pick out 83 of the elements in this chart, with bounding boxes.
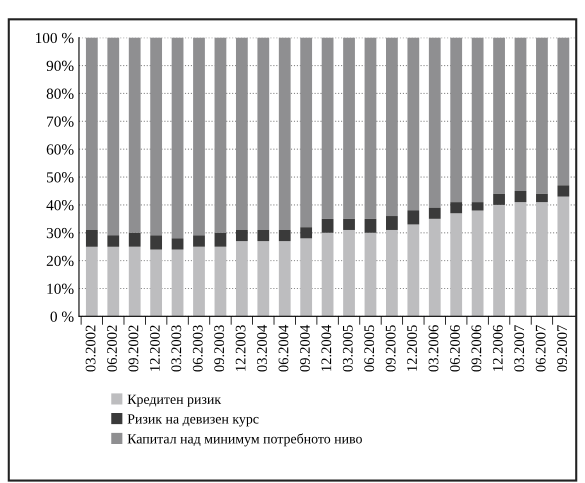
legend-label: Кредитен ризик: [128, 394, 222, 407]
bar: [214, 232, 226, 247]
bar: [472, 202, 484, 210]
y-tick-label: 50%: [47, 172, 74, 183]
x-tick-label: 06.2002: [107, 326, 117, 372]
x-tick-label: 09.2007: [557, 325, 568, 372]
bar: [407, 224, 420, 316]
bar: [428, 208, 441, 219]
bar: [86, 230, 98, 247]
x-tick-label: 09.2005: [386, 325, 396, 372]
bar: [536, 202, 548, 316]
bar: [214, 246, 226, 316]
x-tick-label: 06.2003: [192, 325, 203, 372]
bar: [514, 202, 526, 316]
bar: [86, 246, 98, 316]
x-tick-label: 03.2003: [171, 325, 182, 372]
bar: [557, 185, 570, 197]
x-tick-label: 06.2004: [278, 324, 288, 372]
x-tick-label: 03.2004: [257, 324, 268, 372]
y-tick-label: 0 %: [50, 312, 74, 322]
y-tick-label: 70%: [47, 116, 74, 127]
bar: [172, 249, 184, 316]
x-tick-label: 09.2002: [128, 326, 138, 372]
bar: [472, 210, 484, 316]
bar: [450, 213, 462, 316]
x-tick-label: 12.2006: [492, 325, 503, 371]
y-tick-label: 80%: [46, 88, 74, 99]
bar: [278, 241, 291, 316]
x-tick-label: 03.2002: [86, 326, 96, 372]
bar: [386, 216, 398, 230]
bar: [343, 218, 355, 230]
x-tick-label: 12.2005: [407, 325, 418, 371]
bar: [172, 238, 184, 250]
bar: [536, 194, 548, 202]
bar: [514, 190, 526, 202]
x-tick-label: 12.2004: [321, 324, 332, 371]
y-tick-label: 100 %: [36, 32, 74, 44]
bar: [364, 232, 376, 316]
bar: [193, 236, 205, 247]
bar: [450, 202, 462, 214]
bar: [128, 246, 141, 316]
x-tick-label: 03.2006: [428, 325, 438, 372]
bar: [557, 196, 570, 316]
bar: [107, 236, 120, 247]
x-tick-label: 06.2007: [536, 325, 546, 372]
x-tick-label: 03.2005: [342, 325, 353, 372]
bar: [493, 194, 505, 205]
bar: [322, 218, 334, 233]
bar: [278, 230, 291, 242]
y-tick-label: 60%: [46, 144, 74, 155]
bar: [407, 210, 420, 224]
x-tick-label: 09.2003: [214, 325, 224, 372]
x-tick-label: 03.2007: [514, 325, 524, 372]
y-tick-label: 40%: [46, 200, 74, 210]
bar: [257, 241, 270, 316]
x-tick-label: 09.2004: [300, 324, 310, 372]
bar: [343, 230, 355, 316]
bar: [193, 246, 205, 316]
x-tick-label: 06.2006: [450, 325, 460, 372]
x-tick-label: 12.2003: [236, 325, 246, 371]
bar: [300, 238, 312, 316]
bar: [386, 230, 398, 316]
bar: [257, 230, 270, 242]
legend-label: Капитал над минимум потребното ниво: [128, 433, 362, 446]
y-tick-label: 20%: [46, 256, 74, 266]
x-tick-label: 09.2006: [471, 325, 482, 372]
bar: [300, 227, 312, 238]
bar: [150, 249, 162, 316]
bar: [428, 218, 441, 316]
y-tick-label: 90%: [46, 60, 74, 72]
bar: [150, 236, 162, 250]
x-tick-label: 06.2005: [364, 325, 374, 372]
bar: [107, 246, 120, 316]
bar: [236, 241, 248, 316]
legend-label: Ризик на девизен курс: [128, 414, 259, 426]
bar: [236, 230, 248, 242]
y-tick-label: 10%: [47, 284, 74, 294]
bar: [364, 218, 376, 233]
x-tick-label: 12.2002: [150, 326, 160, 371]
bar: [128, 232, 141, 247]
bar: [322, 232, 334, 316]
bar: [493, 204, 505, 316]
y-tick-label: 30%: [46, 228, 74, 238]
